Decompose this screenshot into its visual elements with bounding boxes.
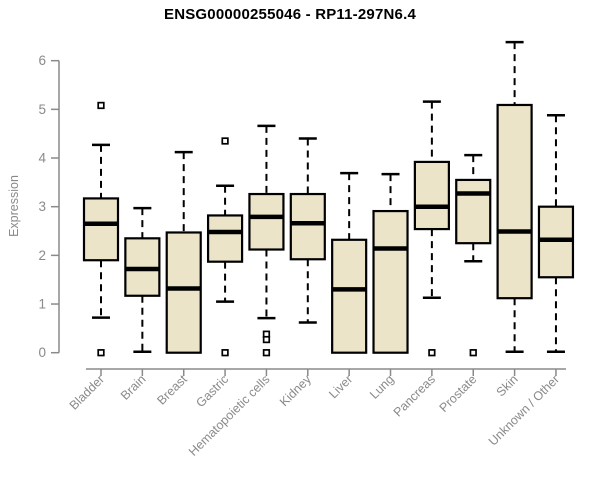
outlier-point — [428, 349, 436, 357]
box-rect — [82, 197, 120, 262]
outlier-point — [221, 349, 229, 357]
y-tick-label: 3 — [38, 199, 46, 214]
box-prostate — [455, 153, 492, 357]
outlier-point — [97, 101, 105, 110]
y-axis: 0 1 2 3 4 5 6 — [38, 53, 60, 360]
x-tick-label: Breast — [154, 372, 190, 408]
box-skin — [496, 40, 533, 353]
x-tick-label: Hematopoietic cells — [186, 372, 273, 459]
box-rect — [289, 192, 326, 261]
box-bladder — [82, 101, 120, 357]
outlier-point — [262, 349, 271, 357]
box-gastric — [206, 137, 244, 357]
y-tick-label: 4 — [38, 151, 46, 166]
box-rect — [496, 103, 533, 300]
y-tick-label: 0 — [38, 345, 46, 360]
y-tick-label: 2 — [38, 248, 46, 263]
box-rect — [331, 238, 368, 354]
x-tick-label: Pancreas — [391, 372, 438, 419]
box-pancreas — [413, 100, 450, 357]
x-tick-label: Liver — [326, 372, 355, 401]
x-tick-label: Skin — [494, 372, 521, 399]
y-tick-label: 1 — [38, 297, 46, 312]
box-unknown-other — [537, 113, 575, 353]
x-tick-label: Lung — [367, 372, 397, 402]
box-breast — [165, 150, 202, 354]
box-rect — [372, 209, 409, 354]
box-rect — [165, 231, 202, 354]
box-rect — [413, 160, 450, 231]
chart-title: ENSG00000255046 - RP11-297N6.4 — [163, 6, 416, 23]
y-tick-label: 6 — [38, 53, 46, 68]
x-tick-label: Kidney — [277, 372, 314, 409]
box-rect — [206, 214, 244, 263]
x-tick-label: Brain — [118, 372, 149, 403]
outlier-point — [262, 335, 271, 344]
outlier-point — [97, 349, 105, 357]
outlier-point — [469, 349, 477, 357]
box-liver — [331, 171, 368, 354]
x-tick-label: Bladder — [67, 372, 107, 412]
box-hematopoietic-cells — [248, 124, 285, 357]
outlier-point — [221, 137, 229, 145]
x-tick-label: Prostate — [437, 372, 480, 415]
x-tick-label: Gastric — [193, 372, 231, 410]
box-kidney — [289, 137, 326, 324]
box-lung — [372, 172, 409, 354]
box-brain — [124, 206, 161, 353]
box-rect — [455, 178, 492, 245]
y-tick-label: 5 — [38, 102, 46, 117]
box-rect — [248, 192, 285, 251]
x-tick-label: Unknown / Other — [486, 372, 562, 448]
